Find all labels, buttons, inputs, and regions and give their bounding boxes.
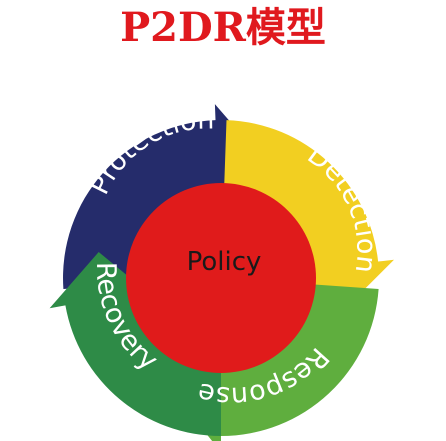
protection-arrow: [63, 104, 264, 289]
recovery-arrow: [49, 252, 221, 436]
response-arrow: [174, 284, 379, 441]
policy-circle: [126, 183, 316, 373]
p2dr-cycle-diagram: Protection Detection Response Recovery P…: [49, 104, 394, 441]
policy-label: Policy: [187, 247, 262, 277]
page-title: P2DR模型: [120, 4, 326, 51]
detection-arrow: [224, 120, 394, 313]
